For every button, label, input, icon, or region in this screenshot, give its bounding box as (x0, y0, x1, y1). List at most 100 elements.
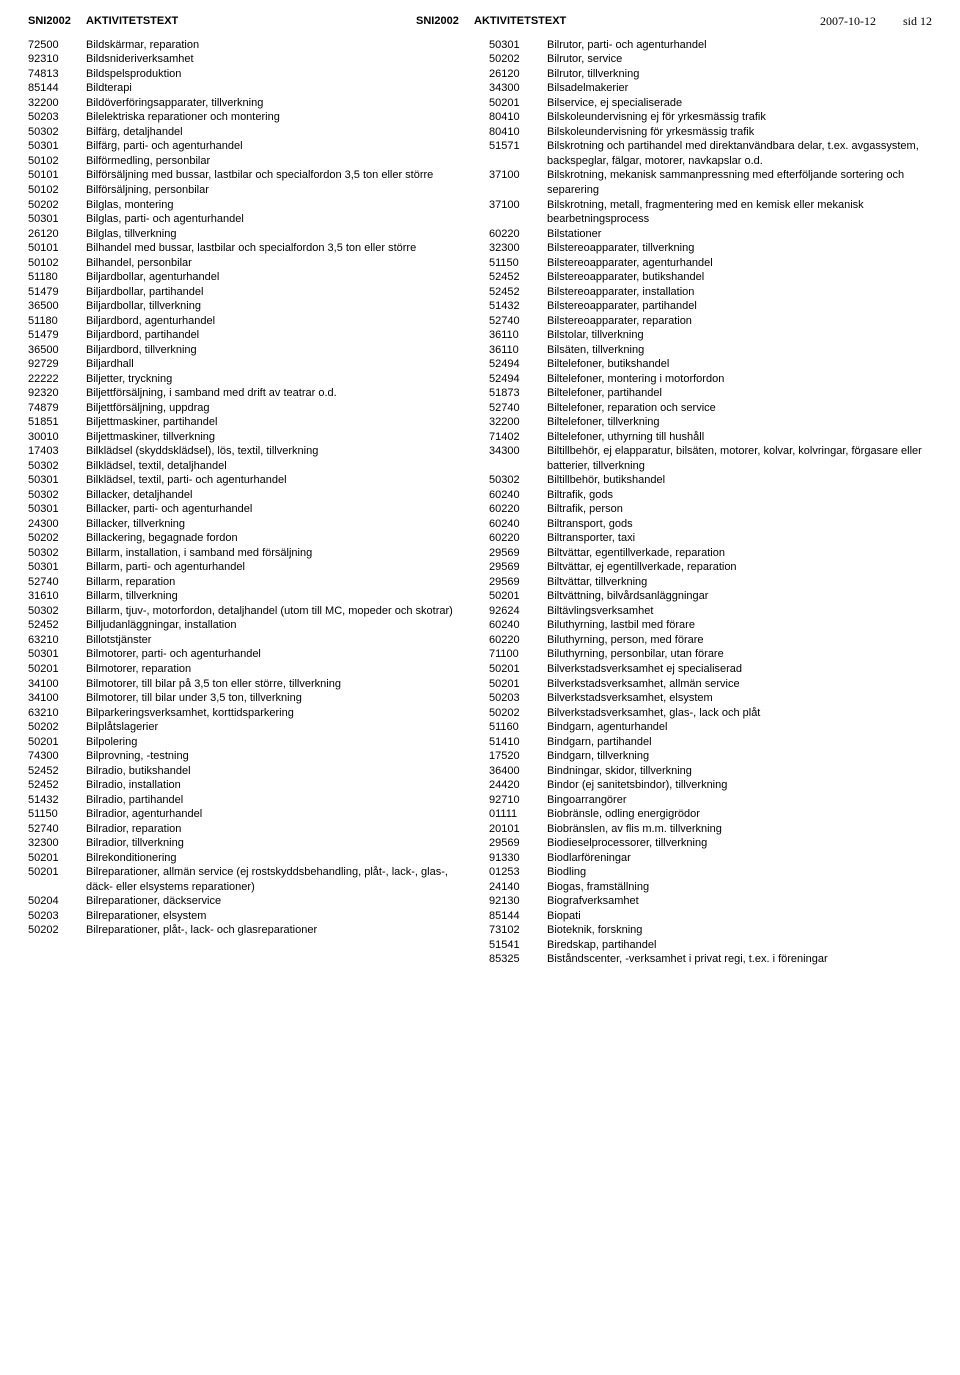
text-cell: Bilskoleundervisning ej för yrkesmässig … (547, 110, 932, 125)
table-row: 60240Biltrafik, gods (489, 488, 932, 503)
code-cell: 36110 (489, 343, 547, 358)
code-cell: 36400 (489, 764, 547, 779)
text-cell: Biodling (547, 865, 932, 880)
code-cell: 51432 (28, 793, 86, 808)
code-cell: 32300 (489, 241, 547, 256)
code-cell: 50201 (28, 851, 86, 866)
text-cell: Bildspelsproduktion (86, 67, 471, 82)
code-cell: 74300 (28, 749, 86, 764)
code-cell: 50101 (28, 241, 86, 256)
code-cell: 52740 (489, 401, 547, 416)
code-cell: 92710 (489, 793, 547, 808)
table-row: 51479Biljardbord, partihandel (28, 328, 471, 343)
text-cell: Biltvättar, tillverkning (547, 575, 932, 590)
text-cell: Bindgarn, tillverkning (547, 749, 932, 764)
text-cell: Bilmotorer, reparation (86, 662, 471, 677)
text-cell: Billackering, begagnade fordon (86, 531, 471, 546)
table-row: 50301Bilmotorer, parti- och agenturhande… (28, 647, 471, 662)
code-cell: 92310 (28, 52, 86, 67)
text-cell: Bilstereoapparater, installation (547, 285, 932, 300)
code-cell: 50102 (28, 154, 86, 169)
table-row: 36110Bilsäten, tillverkning (489, 343, 932, 358)
table-row: 50201Biltvättning, bilvårdsanläggningar (489, 589, 932, 604)
table-row: 50201Bilreparationer, allmän service (ej… (28, 865, 471, 894)
text-cell: Bilradior, tillverkning (86, 836, 471, 851)
code-cell: 51541 (489, 938, 547, 953)
table-row: 52740Bilradior, reparation (28, 822, 471, 837)
table-row: 29569Biltvättar, ej egentillverkade, rep… (489, 560, 932, 575)
table-row: 51432Bilstereoapparater, partihandel (489, 299, 932, 314)
code-cell: 51160 (489, 720, 547, 735)
text-cell: Bilskrotning, metall, fragmentering med … (547, 198, 932, 227)
text-cell: Bilstereoapparater, agenturhandel (547, 256, 932, 271)
text-cell: Bilglas, parti- och agenturhandel (86, 212, 471, 227)
code-cell: 24140 (489, 880, 547, 895)
code-cell: 32300 (28, 836, 86, 851)
code-cell: 74813 (28, 67, 86, 82)
code-cell: 60220 (489, 531, 547, 546)
code-cell: 51873 (489, 386, 547, 401)
code-cell: 36110 (489, 328, 547, 343)
code-cell: 60220 (489, 633, 547, 648)
code-cell: 36500 (28, 299, 86, 314)
table-row: 50301Billarm, parti- och agenturhandel (28, 560, 471, 575)
table-row: 50202Bilverkstadsverksamhet, glas-, lack… (489, 706, 932, 721)
text-cell: Billacker, detaljhandel (86, 488, 471, 503)
text-cell: Biobränslen, av flis m.m. tillverkning (547, 822, 932, 837)
code-cell: 50202 (489, 706, 547, 721)
table-row: 52494Biltelefoner, montering i motorford… (489, 372, 932, 387)
text-cell: Bilsäten, tillverkning (547, 343, 932, 358)
code-cell: 29569 (489, 546, 547, 561)
text-cell: Billjudanläggningar, installation (86, 618, 471, 633)
code-cell: 29569 (489, 575, 547, 590)
text-cell: Bilfärg, parti- och agenturhandel (86, 139, 471, 154)
code-cell: 50202 (489, 52, 547, 67)
table-row: 36110Bilstolar, tillverkning (489, 328, 932, 343)
code-cell: 50102 (28, 183, 86, 198)
text-cell: Biljettmaskiner, tillverkning (86, 430, 471, 445)
code-cell: 50201 (28, 662, 86, 677)
table-row: 63210Billotstjänster (28, 633, 471, 648)
code-cell: 50302 (489, 473, 547, 488)
text-cell: Billacker, parti- och agenturhandel (86, 502, 471, 517)
header-text-left: AKTIVITETSTEXT (86, 14, 416, 30)
text-cell: Billarm, reparation (86, 575, 471, 590)
code-cell: 51479 (28, 328, 86, 343)
text-cell: Bingoarrangörer (547, 793, 932, 808)
code-cell: 34100 (28, 677, 86, 692)
table-row: 50202Bilreparationer, plåt-, lack- och g… (28, 923, 471, 938)
code-cell: 52452 (28, 618, 86, 633)
table-row: 50202Bilglas, montering (28, 198, 471, 213)
text-cell: Bilfärg, detaljhandel (86, 125, 471, 140)
code-cell: 51150 (28, 807, 86, 822)
table-row: 50202Billackering, begagnade fordon (28, 531, 471, 546)
code-cell: 29569 (489, 560, 547, 575)
table-row: 60220Biluthyrning, person, med förare (489, 633, 932, 648)
text-cell: Biljardbollar, partihandel (86, 285, 471, 300)
code-cell: 50202 (28, 198, 86, 213)
text-cell: Bilhandel, personbilar (86, 256, 471, 271)
text-cell: Biltrafik, person (547, 502, 932, 517)
code-cell: 50302 (28, 459, 86, 474)
table-row: 50102Bilförsäljning, personbilar (28, 183, 471, 198)
code-cell: 50302 (28, 125, 86, 140)
table-row: 37100Bilskrotning, mekanisk sammanpressn… (489, 168, 932, 197)
table-row: 91330Biodlarföreningar (489, 851, 932, 866)
text-cell: Biljettförsäljning, uppdrag (86, 401, 471, 416)
table-row: 50301Bilglas, parti- och agenturhandel (28, 212, 471, 227)
text-cell: Bilglas, montering (86, 198, 471, 213)
table-row: 51541Biredskap, partihandel (489, 938, 932, 953)
code-cell: 50101 (28, 168, 86, 183)
text-cell: Bilradio, partihandel (86, 793, 471, 808)
table-row: 50101Bilhandel med bussar, lastbilar och… (28, 241, 471, 256)
table-row: 52452Bilradio, installation (28, 778, 471, 793)
text-cell: Bilradio, installation (86, 778, 471, 793)
table-row: 22222Biljetter, tryckning (28, 372, 471, 387)
code-cell: 51180 (28, 270, 86, 285)
table-row: 92130Biografverksamhet (489, 894, 932, 909)
table-row: 80410Bilskoleundervisning ej för yrkesmä… (489, 110, 932, 125)
table-row: 32200Bildöverföringsapparater, tillverkn… (28, 96, 471, 111)
text-cell: Bilskoleundervisning för yrkesmässig tra… (547, 125, 932, 140)
table-row: 73102Bioteknik, forskning (489, 923, 932, 938)
table-row: 36500Biljardbord, tillverkning (28, 343, 471, 358)
